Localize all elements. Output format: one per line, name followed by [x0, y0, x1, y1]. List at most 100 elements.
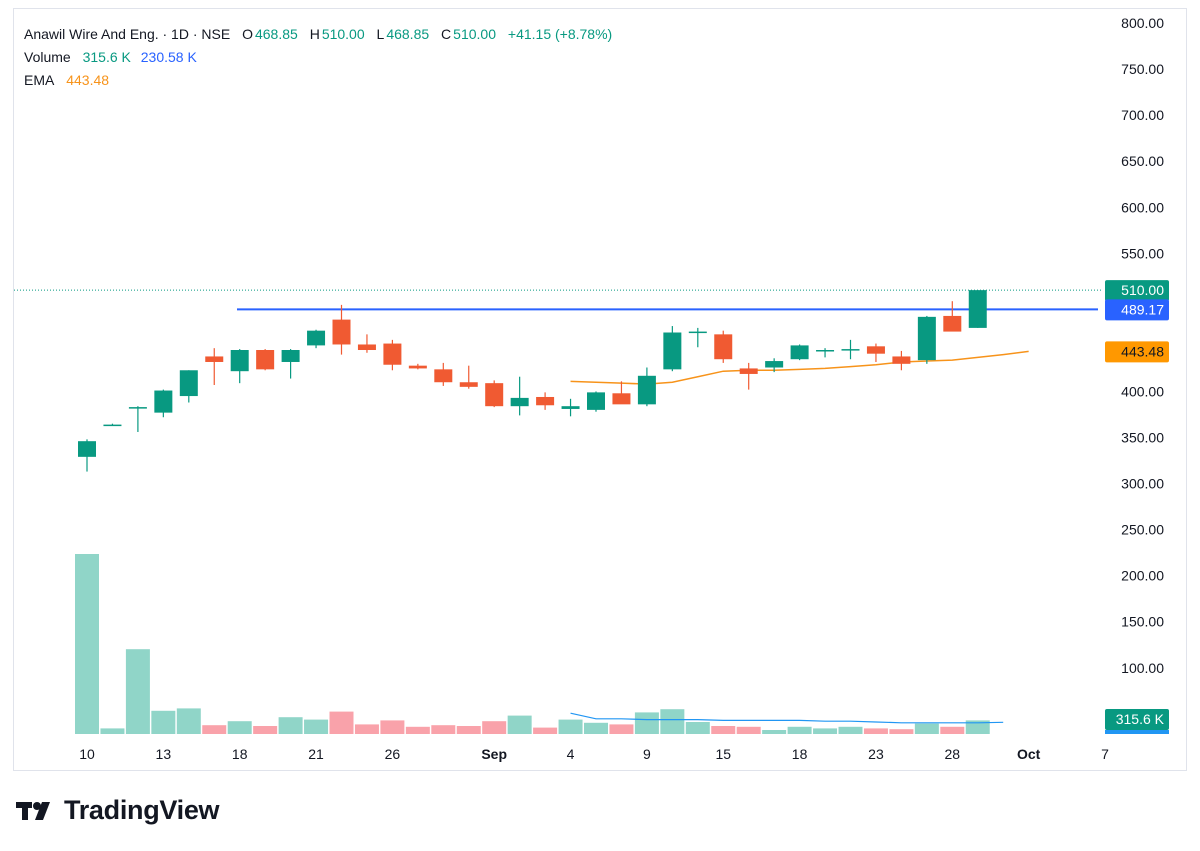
volume-bar	[304, 719, 329, 734]
chart-canvas[interactable]: 800.00 750.00 700.00 650.00 600.00 550.00 400.…	[14, 9, 1186, 770]
volume-bar	[151, 710, 176, 734]
volume-bar	[100, 728, 125, 734]
candle-body	[968, 290, 987, 328]
x-tick-label: 9	[643, 746, 651, 762]
candle-body	[408, 365, 427, 369]
volume-bar	[940, 726, 965, 734]
candle-body	[917, 316, 936, 361]
resistance-price-label-box	[1105, 299, 1169, 321]
volume-bar	[380, 720, 405, 734]
x-tick-label: 21	[308, 746, 324, 762]
candle-body	[434, 369, 453, 383]
y-tick-label: 300.00	[1121, 476, 1164, 492]
x-tick-label: 18	[792, 746, 808, 762]
legend-ohlc: Anawil Wire And Eng. · 1D · NSE O 468.85 …	[24, 26, 614, 42]
volume-bar	[176, 708, 201, 734]
legend-volume-label: Volume	[24, 49, 71, 65]
volume-bar	[75, 554, 99, 734]
volume-bar	[533, 727, 558, 734]
y-tick-label: 550.00	[1121, 245, 1164, 261]
volume-bar	[711, 726, 736, 734]
tradingview-logo-icon	[16, 801, 50, 820]
candle-body	[943, 315, 962, 332]
candle-body	[714, 334, 733, 360]
volume-bar	[584, 722, 608, 734]
legend-close-label: C	[441, 26, 452, 42]
volume-bar	[405, 726, 430, 734]
ema-price-label-box	[1105, 341, 1169, 363]
brand-name: TradingView	[64, 795, 220, 825]
y-tick-label: 750.00	[1121, 61, 1164, 77]
candle-body	[816, 350, 835, 352]
x-tick-label: 28	[945, 746, 961, 762]
legend-high-label: H	[309, 26, 320, 42]
y-tick-label: 150.00	[1121, 614, 1164, 630]
volume-bar	[609, 724, 634, 734]
y-tick-label: 800.00	[1121, 15, 1164, 31]
volume-label: 315.6 K	[1116, 711, 1165, 727]
volume-bar	[354, 724, 379, 734]
legend-volume-ma: 230.58 K	[140, 49, 197, 65]
candle-body	[688, 331, 707, 334]
candle-body	[739, 368, 758, 374]
volume-bar	[762, 730, 787, 734]
y-tick-label: 350.00	[1121, 430, 1164, 446]
volume-bar	[482, 721, 507, 734]
legend-low-value: 468.85	[386, 26, 430, 42]
y-tick-label: 650.00	[1121, 153, 1164, 169]
x-tick-label: 10	[79, 746, 95, 762]
legend-close-value: 510.00	[453, 26, 496, 42]
candle-body	[510, 397, 529, 407]
candle-body	[128, 407, 147, 409]
volume-bar	[685, 722, 710, 734]
volume-bar	[253, 726, 278, 734]
volume-bar	[456, 726, 481, 734]
volume-bar	[813, 728, 838, 734]
legend-open-label: O	[242, 26, 253, 42]
volume-bar	[329, 711, 354, 734]
x-tick-label: Oct	[1017, 746, 1041, 762]
candle-body	[205, 356, 224, 362]
x-tick-label: 18	[232, 746, 248, 762]
volume-bar	[507, 715, 532, 734]
volume-ma-label	[1105, 730, 1169, 734]
candle-body	[154, 390, 173, 413]
last-price-label: 510.00	[1121, 282, 1164, 298]
volume-bar	[634, 712, 659, 734]
volume-bar	[736, 726, 761, 734]
volume-bar	[965, 720, 990, 734]
y-tick-label: 100.00	[1121, 660, 1164, 676]
chart-frame[interactable]: 800.00 750.00 700.00 650.00 600.00 550.00 400.…	[13, 8, 1187, 771]
legend-ema: EMA 443.48	[24, 72, 111, 88]
volume-bar	[202, 725, 227, 734]
legend-high-value: 510.00	[321, 26, 365, 42]
legend-ema-value: 443.48	[66, 72, 110, 88]
candle-body	[256, 350, 275, 370]
legend-ema-label: EMA	[24, 72, 55, 88]
tradingview-logo[interactable]: TradingView	[16, 795, 220, 826]
legend-low-label: L	[376, 26, 385, 42]
y-tick-label: 200.00	[1121, 568, 1164, 584]
x-tick-label: 26	[385, 746, 401, 762]
candle-body	[637, 375, 656, 405]
candle-body	[103, 424, 122, 427]
legend-volume-value: 315.6 K	[82, 49, 131, 65]
volume-bar	[431, 725, 456, 734]
candle-body	[383, 343, 402, 365]
candle-body	[587, 392, 605, 410]
x-tick-label: 23	[868, 746, 884, 762]
candle-body	[78, 441, 96, 457]
candle-body	[179, 370, 198, 397]
x-tick-label: 13	[156, 746, 172, 762]
volume-label-box	[1105, 709, 1169, 730]
volume-bar	[278, 717, 303, 734]
candle-body	[790, 345, 809, 360]
candle-body	[765, 361, 784, 368]
legend-symbol: Anawil Wire And Eng. · 1D · NSE	[24, 26, 231, 42]
resistance-price-label: 489.17	[1121, 301, 1164, 317]
y-tick-label: 400.00	[1121, 383, 1164, 399]
candle-body	[459, 382, 478, 387]
volume-bar	[838, 726, 863, 734]
volume-bar	[558, 719, 583, 734]
candle-body	[892, 356, 911, 364]
